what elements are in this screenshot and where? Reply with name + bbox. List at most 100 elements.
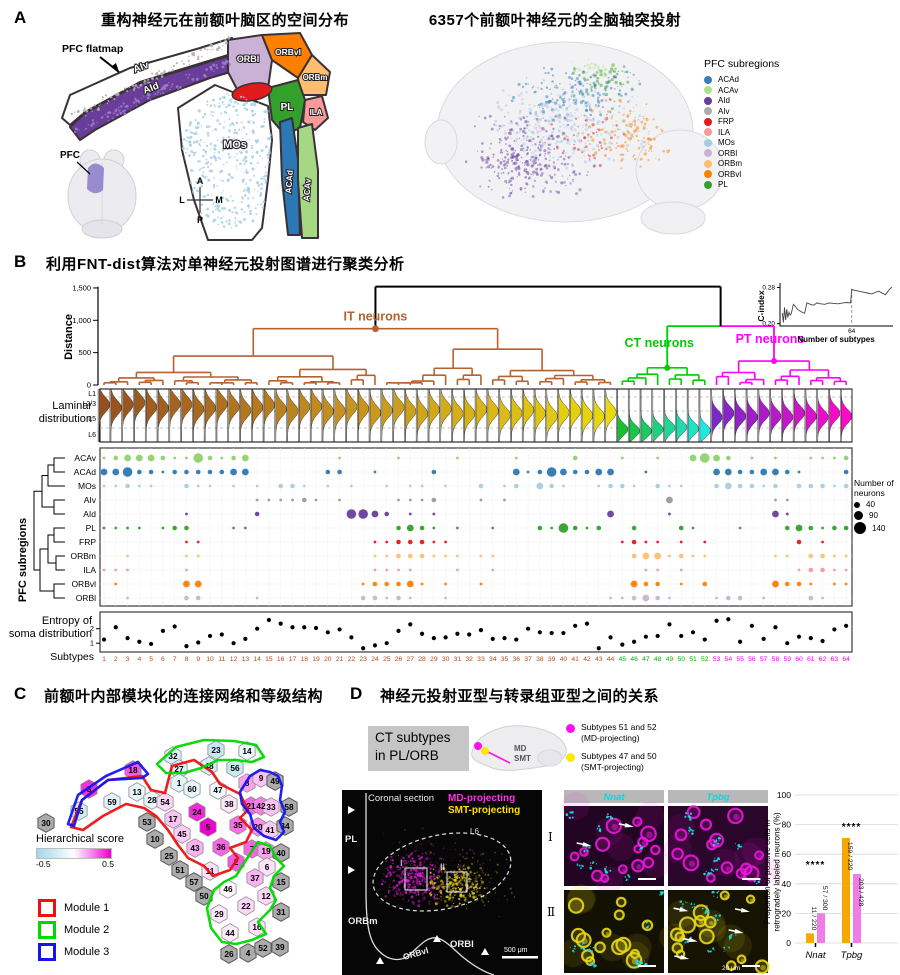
hierarchical-score-legend: Hierarchical score -0.5 0.5 bbox=[36, 833, 124, 869]
flatmap-cell bbox=[138, 812, 156, 832]
distance-tick: 1,500 bbox=[72, 283, 91, 292]
flatmap-cell-number: 50 bbox=[199, 891, 209, 901]
svg-text:40: 40 bbox=[560, 656, 568, 663]
distance-tick: 500 bbox=[78, 348, 91, 357]
distance-tick: 1,000 bbox=[72, 316, 91, 325]
arrowhead-icon bbox=[433, 935, 441, 942]
svg-text:36: 36 bbox=[513, 656, 521, 663]
dotplot-row-label: PL bbox=[86, 523, 97, 533]
dotplot-row-FRP bbox=[185, 539, 824, 545]
fluorescence-scatter bbox=[380, 827, 516, 918]
flatmap-cell-number: 10 bbox=[150, 834, 160, 844]
neuron-count-legend: Number of neurons 40 90 140 bbox=[854, 478, 900, 536]
bar-ytick: 0 bbox=[786, 938, 791, 948]
svg-text:4: 4 bbox=[137, 656, 141, 663]
bar-ytick: 40 bbox=[782, 879, 792, 889]
flatmap-cell-number: 12 bbox=[261, 891, 271, 901]
it-neurons-label: IT neurons bbox=[343, 310, 407, 324]
flatmap-region-ACAv bbox=[297, 123, 319, 239]
legend-dot bbox=[704, 138, 712, 147]
flatmap-cell bbox=[237, 896, 255, 916]
roi-box-1 bbox=[404, 867, 428, 891]
legend-dot bbox=[704, 159, 712, 168]
legend-dot bbox=[704, 180, 712, 189]
svg-text:43: 43 bbox=[595, 656, 603, 663]
smt-projecting-label: SMT-projecting bbox=[448, 805, 520, 816]
micro-tpbg-row2: 20 μm bbox=[659, 890, 770, 975]
panel-c-label: C bbox=[14, 684, 27, 703]
svg-text:38: 38 bbox=[536, 656, 544, 663]
layer-label: L1 bbox=[88, 391, 96, 398]
flatmap-cell bbox=[262, 797, 280, 817]
significance-stars: **** bbox=[806, 860, 826, 871]
svg-text:31: 31 bbox=[454, 656, 462, 663]
smt-label: SMT bbox=[514, 754, 531, 763]
cluster-dendrogram bbox=[103, 285, 847, 385]
flatmap-cell-number: 18 bbox=[128, 765, 138, 775]
flatmap-label-PL: PL bbox=[281, 102, 294, 113]
bar-count-label: 57 / 300 bbox=[821, 886, 828, 911]
micro-nnat-row2 bbox=[559, 884, 665, 973]
flatmap-cell-number: 28 bbox=[147, 795, 157, 805]
svg-text:41: 41 bbox=[571, 656, 579, 663]
module-legend: Module 1 Module 2 Module 3 bbox=[38, 895, 109, 965]
svg-text:53: 53 bbox=[713, 656, 721, 663]
module-1-outline bbox=[69, 758, 254, 878]
flatmap-cell bbox=[173, 824, 191, 844]
flatmap-cell-number: 23 bbox=[211, 745, 221, 755]
laminar-distribution-label: Laminar distribution bbox=[16, 400, 92, 425]
flatmap-cell-number: 57 bbox=[189, 877, 199, 887]
svg-text:24: 24 bbox=[371, 656, 379, 663]
flatmap-cell bbox=[188, 802, 206, 822]
flatmap-cell-number: 59 bbox=[107, 797, 117, 807]
dotplot-row-ILA bbox=[102, 567, 848, 573]
micro-col-header: Tpbg bbox=[706, 792, 729, 803]
compass-lateral: L bbox=[179, 195, 185, 205]
pfc-legend-item-ORBvl: ORBvl bbox=[704, 170, 779, 179]
layer-label: L5 bbox=[88, 416, 96, 423]
bar-Tpbg-smt bbox=[842, 837, 850, 943]
dotplot-row-ACAd bbox=[100, 467, 849, 477]
flatmap-cell bbox=[146, 829, 164, 849]
md-projecting-label: MD-projecting bbox=[448, 793, 515, 804]
flatmap-cell bbox=[185, 872, 203, 892]
md-label: MD bbox=[514, 744, 527, 753]
svg-text:5: 5 bbox=[149, 656, 153, 663]
flatmap-cell bbox=[37, 813, 55, 833]
flatmap-cell-number: 46 bbox=[223, 884, 233, 894]
dotplot-row-label: AIv bbox=[84, 495, 97, 505]
svg-text:45: 45 bbox=[619, 656, 627, 663]
micrograph-grid: Nnat Tpbg 20 μm bbox=[559, 790, 780, 975]
size-legend-row: 90 bbox=[854, 511, 900, 521]
flatmap-cell-number: 43 bbox=[190, 843, 200, 853]
pfc-legend-item-AIv: AIv bbox=[704, 107, 779, 116]
layer-label: L6 bbox=[88, 432, 96, 439]
svg-text:3: 3 bbox=[126, 656, 130, 663]
flatmap-cell-number: 60 bbox=[187, 784, 197, 794]
flatmap-cell bbox=[186, 838, 204, 858]
flatmap-label-ORBvl: ORBvl bbox=[275, 47, 301, 57]
entropy-points bbox=[101, 617, 849, 651]
flatmap-cell-number: 20 bbox=[253, 822, 263, 832]
dotplot-row-MOs bbox=[102, 482, 849, 490]
legend-dot bbox=[704, 170, 712, 178]
svg-text:6: 6 bbox=[161, 656, 165, 663]
flatmap-cell-number: 42 bbox=[256, 801, 266, 811]
svg-text:34: 34 bbox=[489, 656, 497, 663]
module-2-outline bbox=[155, 738, 266, 775]
flatmap-cell-number: 39 bbox=[275, 942, 285, 952]
svg-text:27: 27 bbox=[406, 656, 414, 663]
bar-ytick: 100 bbox=[777, 790, 791, 800]
flatmap-arrow bbox=[112, 63, 119, 72]
bar-category-label: Nnat bbox=[805, 950, 825, 961]
flatmap-cell-number: 34 bbox=[280, 821, 290, 831]
bar-Tpbg-md bbox=[853, 874, 861, 943]
dotplot-row-AId bbox=[185, 509, 789, 519]
flatmap-cell bbox=[246, 868, 264, 888]
flatmap-region-ILA bbox=[302, 95, 329, 131]
svg-text:19: 19 bbox=[312, 656, 320, 663]
flatmap-cell-number: 33 bbox=[266, 802, 276, 812]
svg-text:39: 39 bbox=[548, 656, 556, 663]
flatmap-cell-number: 17 bbox=[168, 814, 178, 824]
svg-text:13: 13 bbox=[242, 656, 250, 663]
